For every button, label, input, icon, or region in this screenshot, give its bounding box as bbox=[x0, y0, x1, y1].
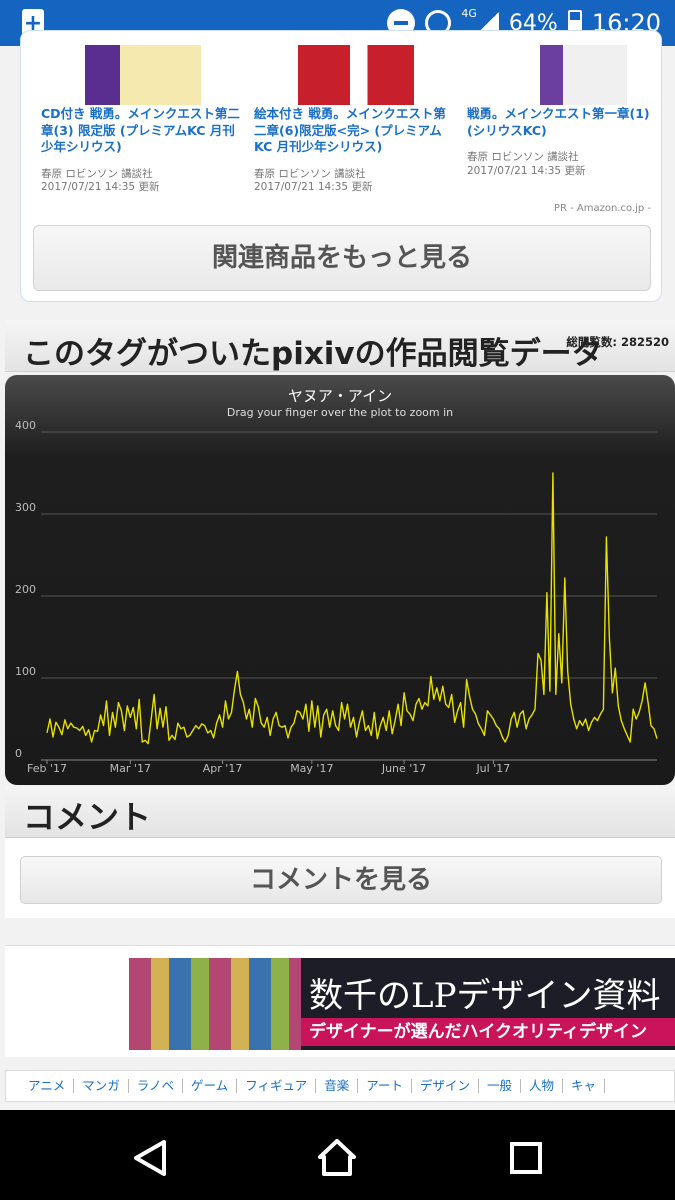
views-section-header: このタグがついたpixivの作品閲覧データ 総閲覧数: 282520 bbox=[5, 320, 675, 372]
back-icon[interactable] bbox=[130, 1138, 170, 1178]
tag-nav-item[interactable]: アニメ bbox=[6, 1079, 75, 1093]
y-tick-label: 300 bbox=[15, 501, 36, 514]
network-type: 4G bbox=[461, 6, 477, 20]
tag-nav-item[interactable]: ゲーム bbox=[183, 1079, 238, 1093]
ad-area: 数千のLPデザイン資料 デザイナーが選んだハイクオリティデザイン bbox=[5, 945, 675, 1057]
product-item[interactable]: 絵本付き 戦勇。メインクエスト第二章(6)限定版<完> (プレミアムKC 月刊少… bbox=[254, 31, 454, 193]
total-views: 総閲覧数: 282520 bbox=[566, 335, 669, 349]
product-title[interactable]: 戦勇。メインクエスト第一章(1) (シリウスKC) bbox=[467, 106, 650, 138]
product-updated: 2017/07/21 14:35 更新 bbox=[254, 181, 373, 193]
product-thumbnail[interactable] bbox=[511, 45, 627, 105]
product-author: 春原 ロビンソン 講談社 bbox=[467, 151, 579, 163]
ad-headline: 数千のLPデザイン資料 bbox=[309, 976, 661, 1016]
ad-image bbox=[129, 958, 301, 1050]
x-tick-label: June '17 bbox=[381, 762, 426, 775]
x-tick-label: Mar '17 bbox=[110, 762, 151, 775]
product-author: 春原 ロビンソン 講談社 bbox=[41, 167, 153, 180]
views-chart[interactable]: ヤヌア・アイン Drag your finger over the plot t… bbox=[5, 375, 675, 785]
section-title: コメント bbox=[23, 798, 152, 836]
product-author: 春原 ロビンソン 講談社 bbox=[254, 167, 366, 180]
signal-icon bbox=[476, 12, 499, 34]
pr-note: PR - Amazon.co.jp - bbox=[553, 203, 651, 214]
tag-nav-item[interactable]: アート bbox=[358, 1079, 412, 1093]
product-item[interactable]: 戦勇。メインクエスト第一章(1) (シリウスKC) 春原 ロビンソン 講談社 2… bbox=[467, 31, 667, 177]
x-tick-label: Feb '17 bbox=[27, 762, 67, 775]
status-icons: 4G 64% 16:20 bbox=[387, 6, 661, 40]
recents-icon[interactable] bbox=[506, 1138, 546, 1178]
tag-nav-item[interactable]: フィギュア bbox=[237, 1079, 317, 1093]
section-title: このタグがついたpixivの作品閲覧データ bbox=[23, 336, 603, 372]
chart-plot[interactable]: 0 100 200 300 400 Feb '17 Mar '17 Apr '17 May '1… bbox=[5, 375, 675, 785]
product-title[interactable]: CD付き 戦勇。メインクエスト第二章(3) 限定版 (プレミアムKC 月刊少年シ… bbox=[41, 106, 240, 154]
product-updated: 2017/07/21 14:35 更新 bbox=[467, 165, 586, 177]
y-tick-label: 0 bbox=[15, 747, 22, 760]
comment-section-header: コメント bbox=[5, 786, 675, 838]
y-tick-label: 400 bbox=[15, 419, 36, 432]
system-navigation-bar bbox=[0, 1110, 675, 1200]
x-tick-label: Jul '17 bbox=[475, 762, 510, 775]
y-tick-label: 200 bbox=[15, 583, 36, 596]
x-tick-label: Apr '17 bbox=[203, 762, 243, 775]
ad-banner[interactable]: 数千のLPデザイン資料 デザイナーが選んだハイクオリティデザイン bbox=[129, 958, 675, 1050]
tag-nav-item[interactable]: ラノベ bbox=[129, 1079, 184, 1093]
more-products-button[interactable]: 関連商品をもっと見る bbox=[33, 225, 651, 291]
product-title[interactable]: 絵本付き 戦勇。メインクエスト第二章(6)限定版<完> (プレミアムKC 月刊少… bbox=[254, 106, 446, 154]
product-thumbnail[interactable] bbox=[85, 45, 201, 105]
y-tick-label: 100 bbox=[15, 665, 36, 678]
tag-nav-item[interactable]: デザイン bbox=[412, 1079, 479, 1093]
tag-nav-item[interactable]: キャ bbox=[563, 1079, 606, 1093]
tag-nav-item[interactable]: 一般 bbox=[479, 1079, 522, 1093]
product-thumbnail[interactable] bbox=[298, 45, 414, 105]
chart-title: ヤヌア・アイン bbox=[287, 387, 393, 405]
x-tick-label: May '17 bbox=[290, 762, 333, 775]
related-products-card: CD付き 戦勇。メインクエスト第二章(3) 限定版 (プレミアムKC 月刊少年シ… bbox=[20, 30, 662, 302]
product-item[interactable]: CD付き 戦勇。メインクエスト第二章(3) 限定版 (プレミアムKC 月刊少年シ… bbox=[41, 31, 241, 193]
tag-navigation: アニメ マンガ ラノベ ゲーム フィギュア 音楽 アート デザイン 一般 人物 … bbox=[5, 1070, 675, 1102]
chart-subtitle: Drag your finger over the plot to zoom i… bbox=[226, 406, 454, 419]
tag-nav-item[interactable]: 音楽 bbox=[316, 1079, 359, 1093]
tag-nav-item[interactable]: 人物 bbox=[521, 1079, 564, 1093]
ad-subline: デザイナーが選んだハイクオリティデザイン bbox=[301, 1018, 675, 1046]
view-comments-button[interactable]: コメントを見る bbox=[20, 856, 662, 904]
tag-nav-item[interactable]: マンガ bbox=[74, 1079, 129, 1093]
home-icon[interactable] bbox=[317, 1138, 357, 1178]
comment-area: コメントを見る bbox=[5, 838, 675, 918]
series-line bbox=[46, 472, 658, 745]
product-updated: 2017/07/21 14:35 更新 bbox=[41, 181, 160, 193]
